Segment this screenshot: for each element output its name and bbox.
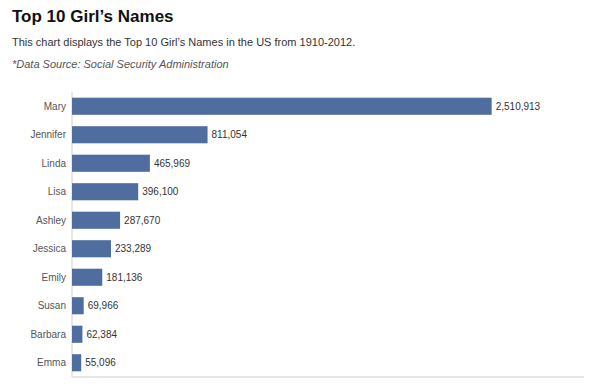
- bars: [72, 98, 492, 372]
- chart-svg: Top 10 Girl’s Names This chart displays t…: [0, 0, 600, 389]
- data-label: 62,384: [86, 329, 117, 340]
- title: Top 10 Girl’s Names: [12, 7, 174, 26]
- data-label: 2,510,913: [496, 101, 541, 112]
- subtitle: This chart displays the Top 10 Girl’s Na…: [12, 36, 355, 48]
- category-label: Lisa: [48, 186, 67, 197]
- bar: [72, 98, 492, 115]
- annotation: *Data Source: Social Security Administra…: [12, 58, 229, 70]
- data-label: 181,136: [106, 272, 143, 283]
- category-label: Emma: [37, 357, 66, 368]
- category-label: Jennifer: [30, 129, 66, 140]
- category-label: Jessica: [33, 243, 67, 254]
- category-label: Susan: [38, 300, 66, 311]
- x-axis-line: [72, 377, 584, 378]
- bar: [72, 183, 138, 200]
- bar: [72, 297, 84, 314]
- bar: [72, 155, 150, 172]
- data-label: 55,096: [85, 357, 116, 368]
- bar: [72, 326, 82, 343]
- chart-container: Top 10 Girl’s Names This chart displays t…: [0, 0, 600, 389]
- data-label: 396,100: [142, 186, 179, 197]
- bar: [72, 126, 208, 143]
- data-label: 811,054: [212, 129, 248, 140]
- data-label: 465,969: [154, 158, 191, 169]
- bar: [72, 240, 111, 257]
- data-label: 233,289: [115, 243, 152, 254]
- bar: [72, 354, 81, 371]
- category-label: Emily: [42, 272, 66, 283]
- bar: [72, 212, 120, 229]
- category-label: Barbara: [30, 329, 66, 340]
- category-label: Linda: [42, 158, 67, 169]
- category-label: Ashley: [36, 215, 66, 226]
- category-label: Mary: [44, 101, 66, 112]
- data-label: 287,670: [124, 215, 161, 226]
- data-label: 69,966: [88, 300, 119, 311]
- bar: [72, 269, 102, 286]
